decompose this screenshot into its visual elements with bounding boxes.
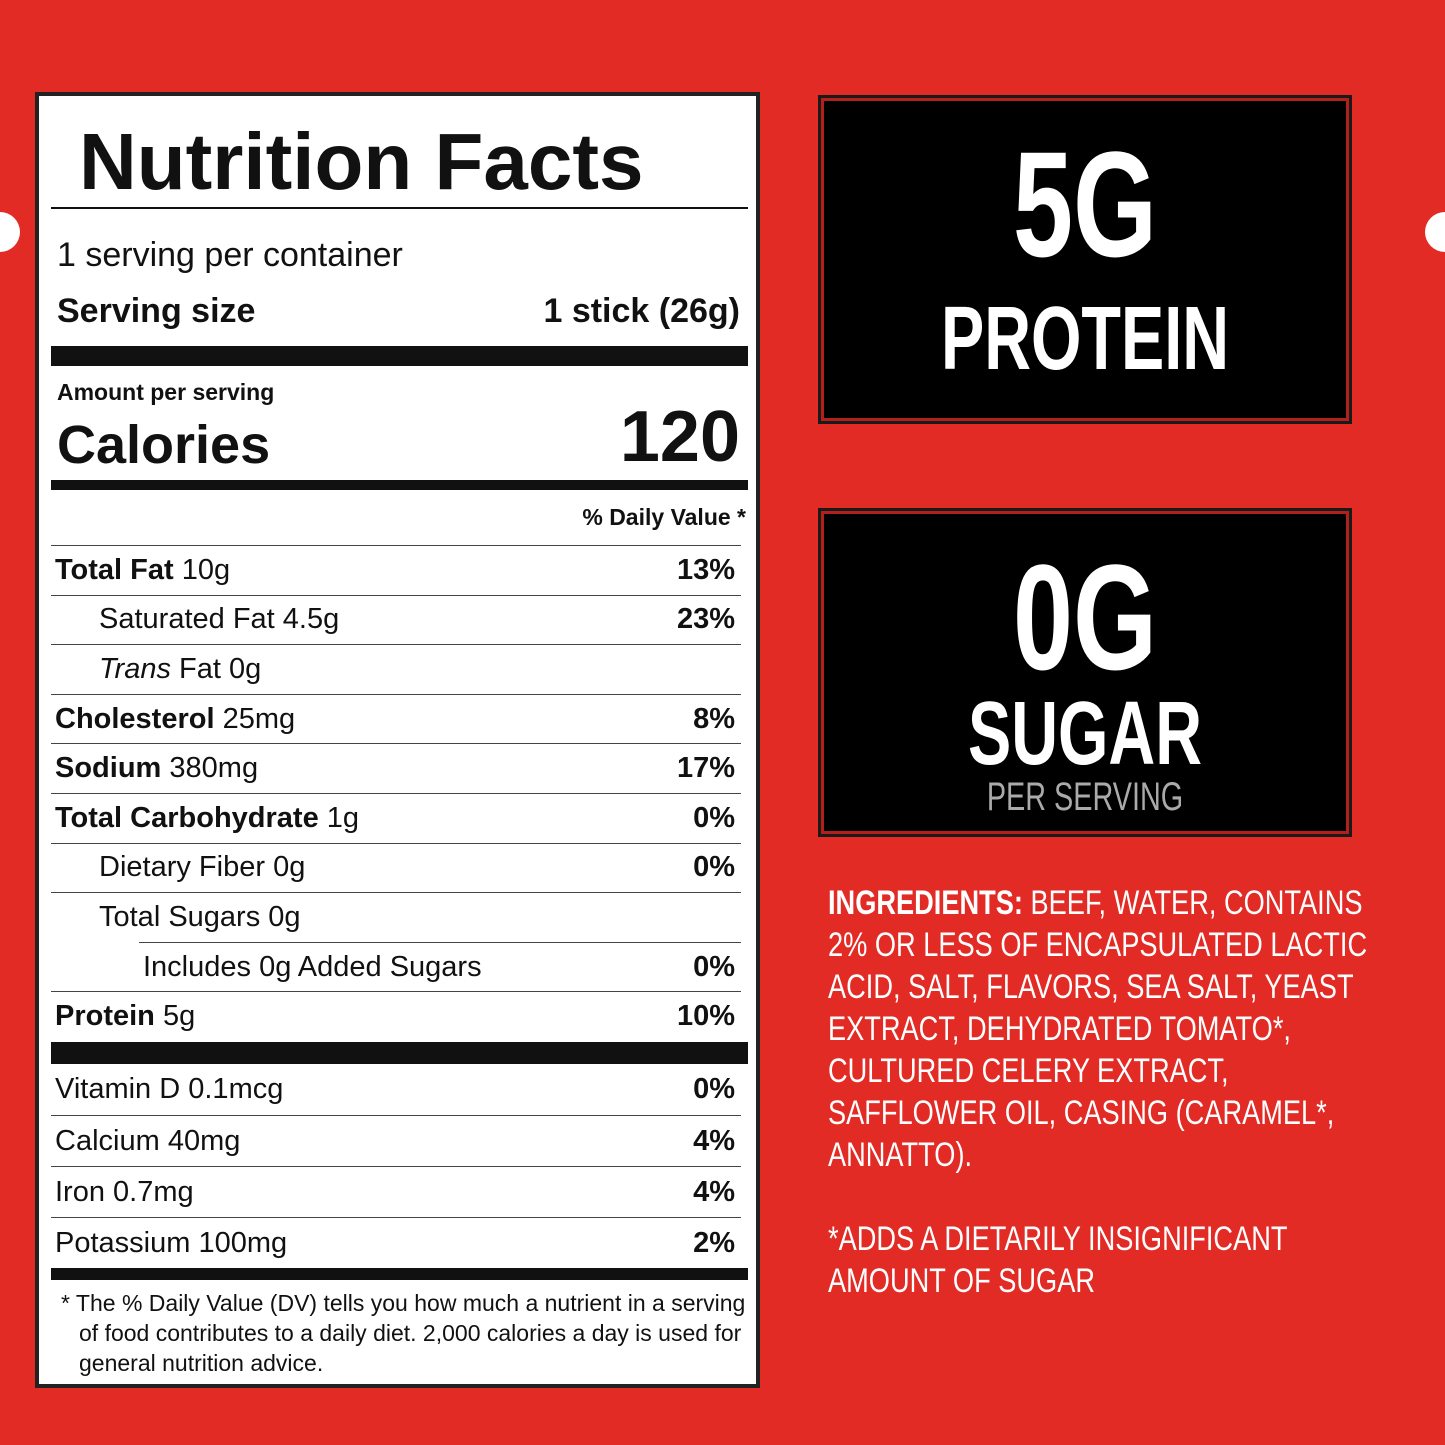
nutrient-row: Potassium 100mg 2% bbox=[51, 1217, 741, 1268]
nutrient-amount: 100mg bbox=[198, 1226, 288, 1259]
daily-value: 13% bbox=[676, 553, 735, 586]
nutrient-row: Saturated Fat 4.5g 23% bbox=[51, 594, 741, 645]
daily-value: 0% bbox=[693, 950, 735, 983]
daily-value: 0% bbox=[693, 801, 735, 834]
sugar-badge: 0G SUGAR PER SERVING bbox=[818, 508, 1352, 837]
nutrient-row: Dietary Fiber 0g 0% bbox=[51, 842, 741, 893]
ingredients-footnote: *ADDS A DIETARILY INSIGNIFICANT AMOUNT O… bbox=[828, 1220, 1287, 1300]
nutrient-name-group: Saturated Fat 4.5g bbox=[99, 603, 339, 636]
nutrient-name: Vitamin D bbox=[55, 1073, 181, 1105]
nutrient-amount: 0g bbox=[268, 900, 301, 933]
ingredients: INGREDIENTS: BEEF, WATER, CONTAINS 2% OR… bbox=[828, 882, 1372, 1302]
daily-value: 23% bbox=[676, 603, 735, 636]
nutrient-name-group: Cholesterol 25mg bbox=[55, 703, 295, 736]
badge-note: PER SERVING bbox=[986, 775, 1184, 819]
nutrient-name-group: Iron 0.7mg bbox=[55, 1176, 194, 1209]
nutrient-row: Protein 5g 10% bbox=[51, 991, 741, 1041]
nutrient-name: Dietary Fiber bbox=[99, 851, 265, 884]
notch bbox=[0, 212, 20, 252]
nutrient-amount: 0g bbox=[229, 652, 262, 685]
rule bbox=[51, 1268, 748, 1280]
nutrient-row: Iron 0.7mg 4% bbox=[51, 1166, 741, 1217]
nutrient-name-group: Dietary Fiber 0g bbox=[99, 851, 305, 884]
nutrient-row: Vitamin D 0.1mcg 0% bbox=[51, 1064, 741, 1115]
nutrient-row: Trans Fat 0g bbox=[51, 644, 741, 694]
nutrient-name: Includes 0g Added Sugars bbox=[143, 950, 482, 983]
servings: 1 serving per container bbox=[57, 236, 403, 274]
nutrient-amount: 1g bbox=[326, 801, 360, 834]
nutrient-amount: 0.7mg bbox=[113, 1175, 194, 1208]
nutrient-name-group: Calcium 40mg bbox=[55, 1125, 240, 1158]
nutrient-name-group: Total Fat 10g bbox=[55, 554, 230, 587]
nutrient-amount: 25mg bbox=[222, 702, 296, 735]
nutrient-row: Total Carbohydrate 1g 0% bbox=[51, 792, 741, 843]
ingredients-text: BEEF, WATER, CONTAINS 2% OR LESS OF ENCA… bbox=[828, 884, 1368, 1174]
daily-value: 4% bbox=[693, 1175, 735, 1208]
nutrient-name-italic: Trans bbox=[99, 652, 171, 685]
nutrient-amount: 4.5g bbox=[282, 603, 340, 636]
nutrient-amount: 10g bbox=[181, 553, 231, 586]
daily-value-header: % Daily Value * bbox=[582, 504, 746, 530]
nutrient-name-group: Total Carbohydrate 1g bbox=[55, 802, 359, 835]
nutrient-name-group: Sodium 380mg bbox=[55, 752, 258, 785]
label-title: Nutrition Facts bbox=[79, 117, 644, 206]
nutrition-label: Nutrition Facts 1 serving per container … bbox=[35, 92, 760, 1388]
nutrient-name: Sodium bbox=[55, 752, 162, 785]
badge-label: SUGAR bbox=[967, 684, 1203, 784]
nutrient-row: Includes 0g Added Sugars 0% bbox=[139, 941, 741, 992]
nutrient-name: Saturated Fat bbox=[99, 603, 275, 636]
calories-value: 120 bbox=[619, 397, 740, 477]
nutrient-name-group: Trans Fat 0g bbox=[99, 653, 261, 686]
nutrient-amount: 380mg bbox=[169, 752, 259, 785]
nutrient-name-group: Total Sugars 0g bbox=[99, 901, 301, 934]
nutrient-row: Total Fat 10g 13% bbox=[51, 545, 741, 595]
nutrient-row: Calcium 40mg 4% bbox=[51, 1115, 741, 1166]
daily-value: 17% bbox=[676, 752, 735, 785]
nutrient-name-group: Vitamin D 0.1mcg bbox=[55, 1073, 283, 1106]
daily-value: 8% bbox=[693, 702, 735, 735]
protein-badge: 5G PROTEIN bbox=[818, 95, 1352, 424]
nutrient-row: Total Sugars 0g bbox=[51, 892, 741, 942]
daily-value: 0% bbox=[693, 851, 735, 884]
nutrient-row: Sodium 380mg 17% bbox=[51, 743, 741, 793]
badge-label: PROTEIN bbox=[940, 289, 1230, 389]
nutrient-name-group: Includes 0g Added Sugars bbox=[143, 951, 482, 984]
nutrient-name: Fat bbox=[179, 652, 221, 685]
ingredients-label: INGREDIENTS: bbox=[828, 884, 1023, 922]
rule bbox=[51, 346, 748, 366]
serving-size-value: 1 stick (26g) bbox=[543, 292, 740, 330]
rule bbox=[51, 1042, 748, 1064]
rule bbox=[51, 207, 748, 209]
rule bbox=[51, 480, 748, 490]
nutrient-name: Cholesterol bbox=[55, 702, 215, 735]
daily-value: 4% bbox=[693, 1124, 735, 1157]
nutrient-amount: 0g bbox=[273, 851, 306, 884]
nutrient-name: Total Sugars bbox=[99, 900, 261, 933]
amount-per-serving: Amount per serving bbox=[57, 379, 275, 405]
notch bbox=[1425, 212, 1445, 252]
daily-value: 2% bbox=[693, 1226, 735, 1259]
nutrient-name-group: Potassium 100mg bbox=[55, 1227, 287, 1260]
nutrient-row: Cholesterol 25mg 8% bbox=[51, 693, 741, 744]
label-footnote: * The % Daily Value (DV) tells you how m… bbox=[61, 1290, 746, 1376]
nutrient-name-group: Protein 5g bbox=[55, 1000, 195, 1033]
nutrient-amount: 0.1mcg bbox=[188, 1073, 284, 1105]
badge-amount: 0G bbox=[1012, 533, 1158, 701]
nutrient-amount: 5g bbox=[162, 1000, 196, 1033]
daily-value: 0% bbox=[693, 1073, 735, 1105]
nutrient-name: Total Carbohydrate bbox=[55, 801, 319, 834]
daily-value: 10% bbox=[676, 1000, 735, 1033]
nutrient-name: Protein bbox=[55, 1000, 155, 1033]
badge-amount: 5G bbox=[1012, 120, 1158, 288]
vitamin-list: Vitamin D 0.1mcg 0% Calcium 40mg 4% Iron 0.7… bbox=[51, 1064, 741, 1268]
nutrient-name: Calcium bbox=[55, 1124, 160, 1157]
serving-size-label: Serving size bbox=[57, 292, 256, 330]
calories-label: Calories bbox=[57, 415, 271, 475]
nutrient-name: Total Fat bbox=[55, 553, 174, 586]
nutrient-list: Total Fat 10g 13% Saturated Fat 4.5g 23% Tra… bbox=[51, 545, 741, 1041]
nutrient-name: Iron bbox=[55, 1175, 105, 1208]
nutrient-name: Potassium bbox=[55, 1226, 191, 1259]
nutrient-amount: 40mg bbox=[167, 1124, 241, 1157]
